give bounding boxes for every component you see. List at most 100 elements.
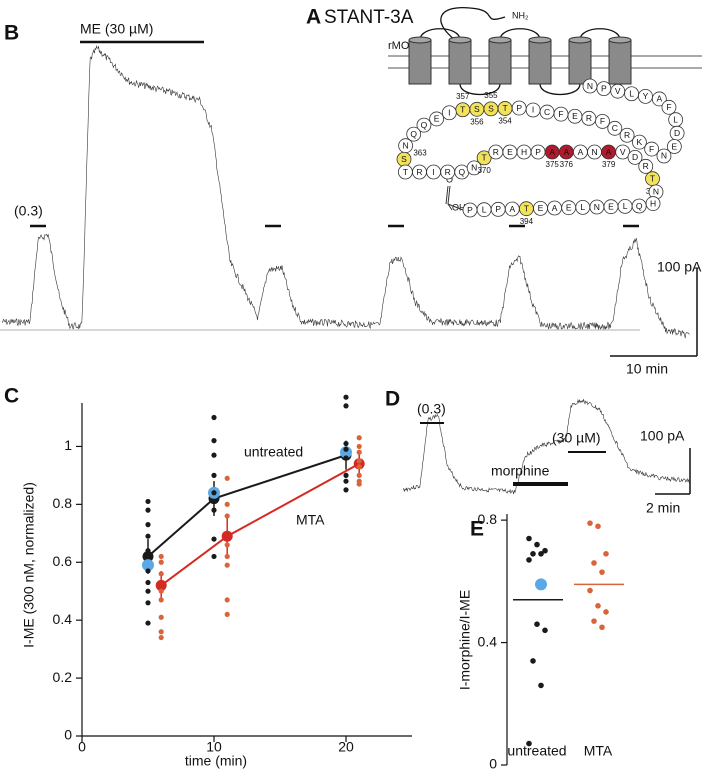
- data-dot: [158, 553, 164, 560]
- residue: [429, 111, 445, 127]
- helix: [408, 39, 432, 85]
- data-dot: [535, 578, 547, 591]
- x-tick-label: 10: [206, 739, 222, 755]
- scale-label: 2 min: [646, 500, 680, 516]
- data-dot: [158, 597, 164, 603]
- data-dot: [599, 624, 605, 631]
- data-dot: [211, 438, 217, 444]
- loop: [419, 28, 461, 41]
- residue-letter: Y: [643, 91, 649, 101]
- data-dot: [526, 557, 532, 563]
- residue-letter: R: [624, 130, 630, 140]
- residue-letter: L: [673, 114, 678, 124]
- helix: [488, 39, 512, 85]
- y-tick-label: 0: [489, 756, 497, 770]
- series-label: MTA: [296, 512, 325, 528]
- residue: [619, 127, 635, 143]
- residue: [627, 149, 643, 165]
- residue: [651, 91, 667, 107]
- residue: [666, 139, 682, 154]
- residue-number: 375: [546, 160, 560, 169]
- residue-letter: P: [467, 205, 473, 215]
- residue-number: 354: [498, 117, 512, 126]
- residue-letter: V: [620, 147, 626, 157]
- data-dot: [224, 597, 230, 603]
- data-dot: [343, 487, 349, 493]
- residue: [466, 160, 482, 176]
- x-tick-label: 20: [338, 739, 354, 755]
- residue-letter: L: [623, 201, 628, 211]
- residue-letter: Q: [636, 201, 643, 211]
- data-dot: [603, 550, 609, 557]
- data-dot: [145, 620, 151, 626]
- data-dot: [356, 464, 362, 470]
- data-dot: [145, 498, 151, 505]
- data-dot: [530, 658, 536, 664]
- residue-letter: Q: [458, 167, 465, 177]
- data-dot: [356, 449, 362, 455]
- residue-letter: T: [650, 173, 655, 183]
- y-tick-label: 0.8: [53, 495, 73, 511]
- residue-letter: H: [521, 147, 527, 157]
- residue-number: 394: [520, 217, 534, 226]
- helix-top: [488, 36, 512, 44]
- residue-letter: T: [403, 167, 408, 177]
- residue-letter: N: [403, 140, 409, 150]
- category-label: MTA: [584, 743, 613, 759]
- residue-letter: E: [572, 111, 578, 121]
- dose-label: (0.3): [14, 203, 43, 219]
- residue: [615, 144, 631, 160]
- data-dot: [534, 621, 540, 627]
- data-dot: [587, 587, 593, 594]
- series-line: [160, 462, 360, 587]
- drug-label: morphine: [491, 463, 550, 479]
- data-dot: [224, 513, 230, 519]
- residue-number: 376: [560, 160, 574, 169]
- residue-letter: E: [672, 141, 678, 151]
- residue-letter: P: [516, 103, 522, 113]
- residue-letter: N: [594, 202, 600, 212]
- data-dot: [211, 452, 217, 458]
- residue-letter: A: [509, 204, 515, 214]
- nh2-label: NH₂: [512, 10, 529, 20]
- data-dot: [356, 435, 362, 441]
- data-dot: [538, 550, 544, 557]
- data-dot: [343, 403, 349, 409]
- data-dot: [530, 550, 536, 557]
- residue-letter: P: [535, 147, 541, 157]
- mean-marker: [221, 530, 233, 542]
- residue-letter: A: [563, 147, 569, 157]
- residue: [631, 134, 647, 150]
- data-dot: [343, 472, 349, 478]
- y-tick-label: 1: [64, 437, 72, 453]
- residue-letter: E: [608, 201, 614, 211]
- loop: [579, 28, 621, 41]
- panel-label: A: [306, 6, 321, 29]
- residue-letter: T: [482, 153, 487, 163]
- data-dot: [211, 472, 217, 478]
- residue-letter: R: [416, 167, 422, 177]
- data-dot: [595, 523, 601, 530]
- residue-letter: L: [629, 89, 634, 99]
- residue-letter: Q: [410, 129, 417, 139]
- residue-letter: E: [538, 203, 544, 213]
- residue-letter: D: [674, 128, 680, 138]
- loop: [459, 83, 501, 96]
- data-dot: [343, 446, 349, 452]
- residue-letter: H: [650, 198, 656, 208]
- drug-label: ME (30 µM): [80, 21, 153, 37]
- residue-number: 357: [456, 92, 470, 101]
- residue: [462, 202, 478, 218]
- data-dot: [591, 560, 597, 566]
- residue: [661, 99, 677, 115]
- residue-number: 355: [484, 91, 498, 100]
- residue-letter: R: [493, 147, 499, 157]
- residue-letter: A: [606, 147, 612, 157]
- scale-label: 100 pA: [657, 259, 702, 275]
- residue-letter: P: [495, 204, 501, 214]
- data-dot: [145, 548, 151, 554]
- mean-marker: [340, 446, 352, 459]
- helix-top: [568, 36, 592, 44]
- residue-number: 370: [477, 166, 491, 175]
- helix-top: [448, 36, 472, 44]
